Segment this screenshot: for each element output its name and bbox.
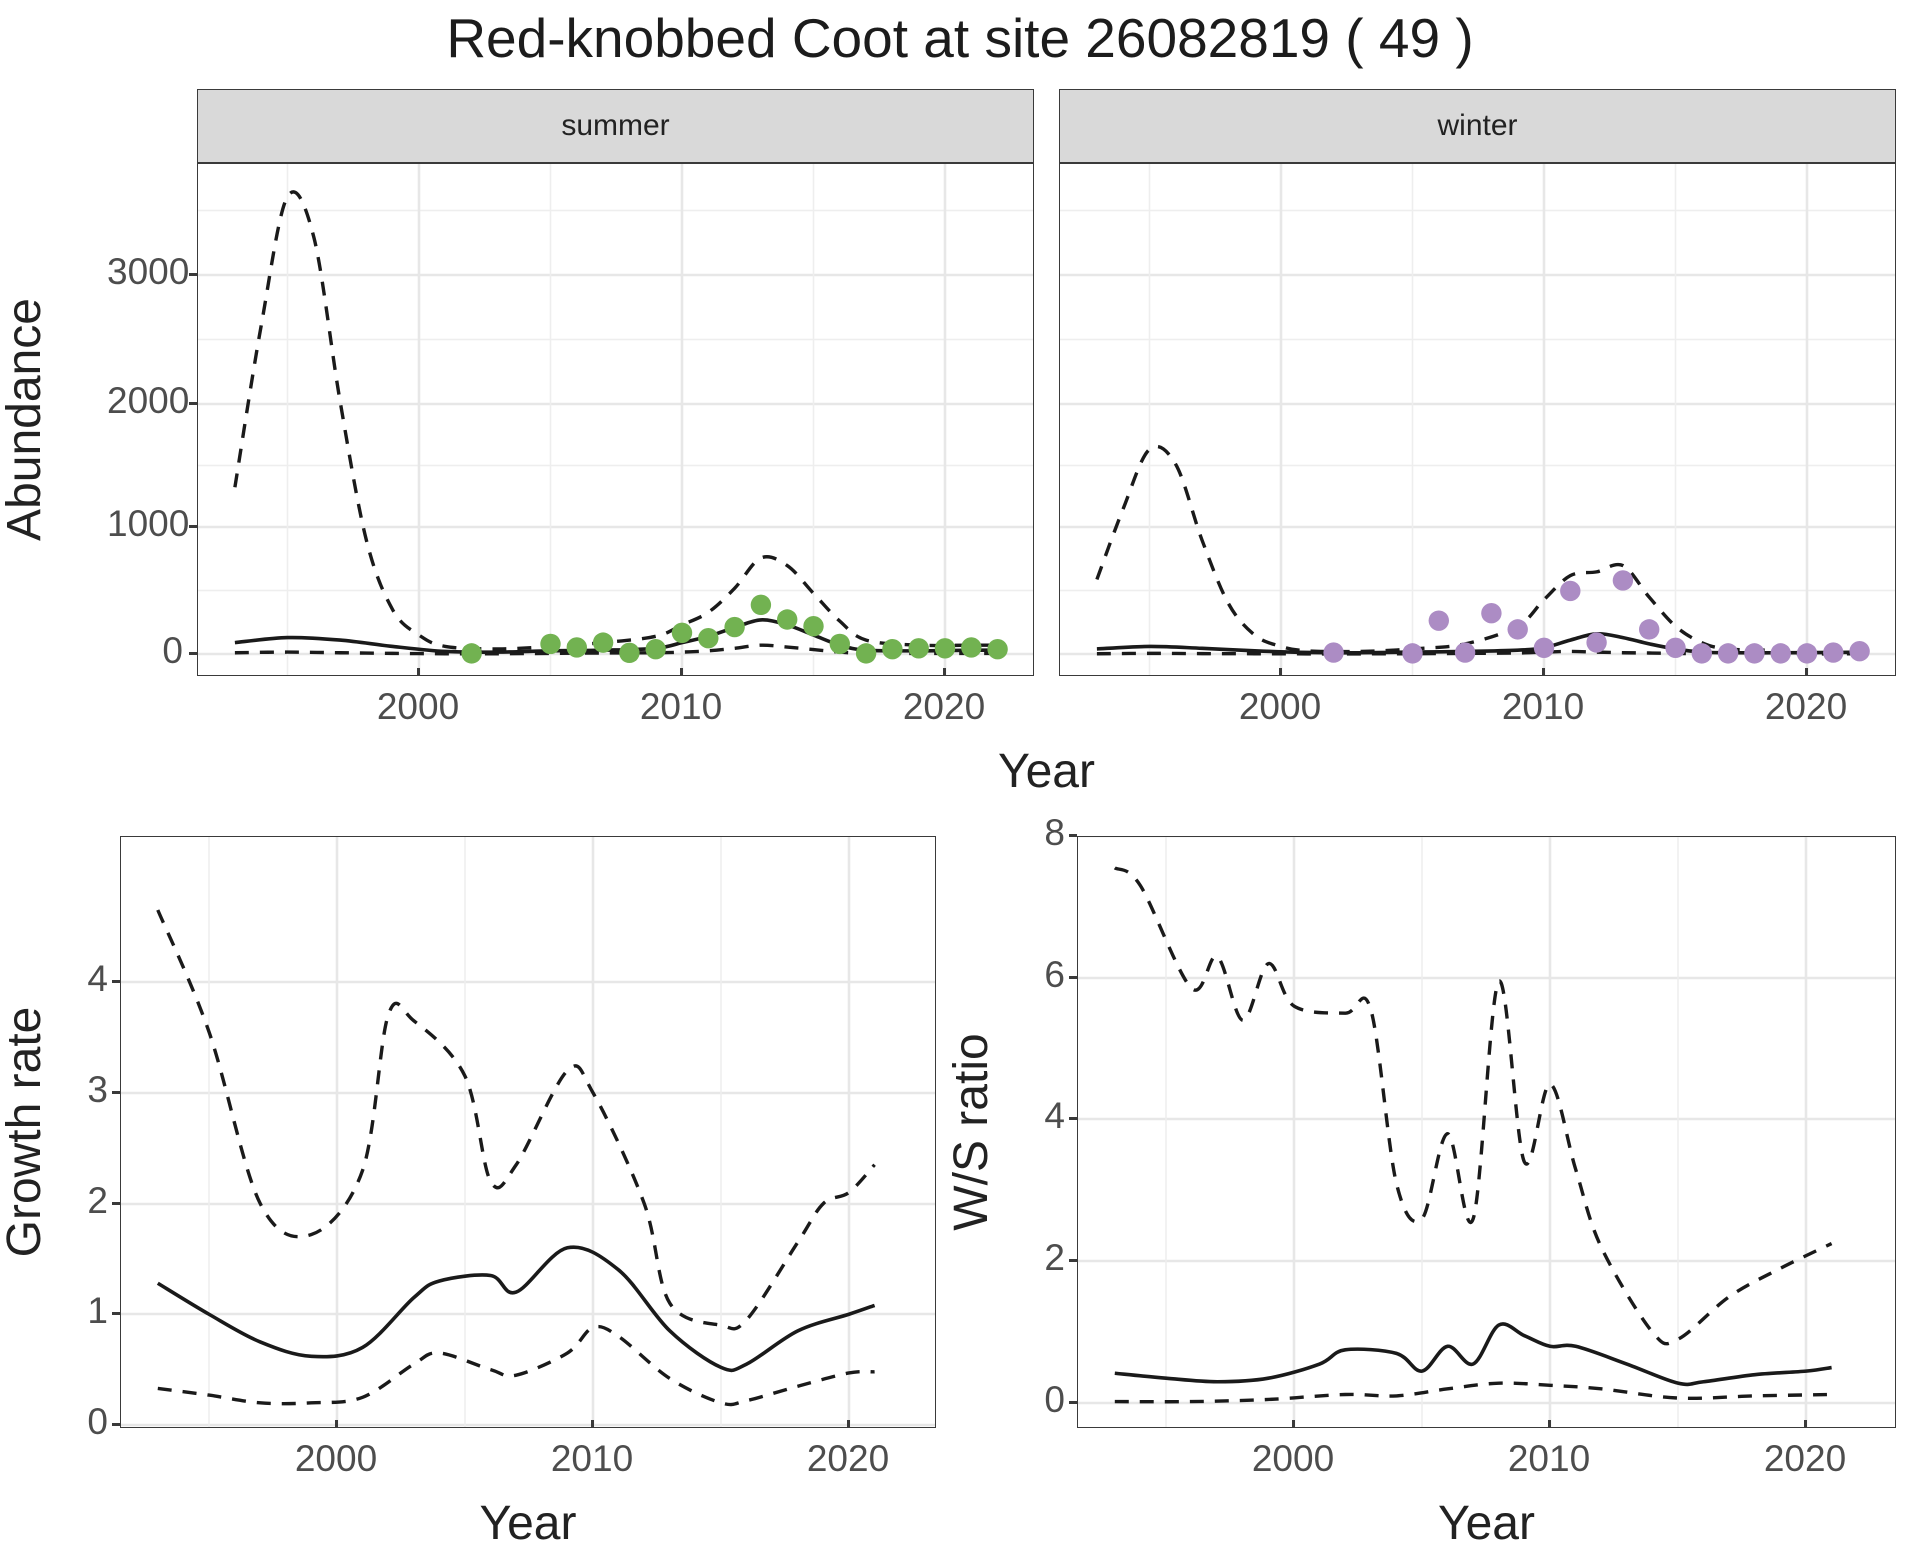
svg-text:W/S ratio: W/S ratio (947, 1033, 998, 1230)
svg-text:Abundance: Abundance (0, 298, 51, 541)
svg-text:Growth rate: Growth rate (0, 1007, 51, 1258)
